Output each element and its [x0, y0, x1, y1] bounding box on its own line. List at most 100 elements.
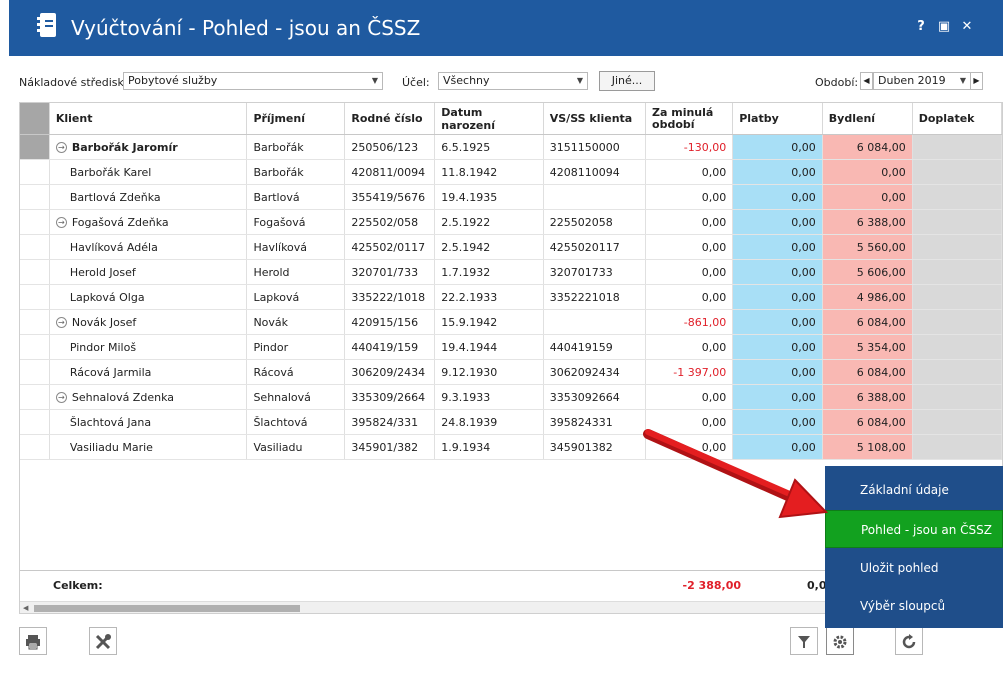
- horizontal-scrollbar[interactable]: ◀: [20, 601, 1002, 613]
- cell-klient[interactable]: Bartlová Zdeňka: [49, 184, 248, 210]
- table-row[interactable]: Bartlová Zdeňka Bartlová 355419/5676 19.4.1…: [20, 184, 1002, 210]
- cell-prijmeni[interactable]: Novák: [246, 309, 346, 335]
- cell-bydleni[interactable]: 6 388,00: [822, 209, 913, 235]
- cell-platby[interactable]: 0,00: [732, 359, 823, 385]
- menu-item-ulozit-pohled[interactable]: Uložit pohled: [860, 561, 939, 575]
- cell-doplatek[interactable]: [912, 384, 1002, 410]
- cell-bydleni[interactable]: 4 986,00: [822, 284, 913, 310]
- cell-klient[interactable]: Šlachtová Jana: [49, 409, 248, 435]
- period-next-button[interactable]: ▶: [970, 72, 983, 90]
- cell-rodne-cislo[interactable]: 420915/156: [344, 309, 436, 335]
- cell-datum-narozeni[interactable]: 22.2.1933: [434, 284, 544, 310]
- cell-datum-narozeni[interactable]: 15.9.1942: [434, 309, 544, 335]
- cell-rodne-cislo[interactable]: 425502/0117: [344, 234, 436, 260]
- refresh-button[interactable]: [895, 627, 923, 655]
- cell-rodne-cislo[interactable]: 335309/2664: [344, 384, 436, 410]
- cell-platby[interactable]: 0,00: [732, 134, 823, 160]
- cell-klient[interactable]: → Fogašová Zdeňka: [49, 209, 248, 235]
- cell-doplatek[interactable]: [912, 184, 1002, 210]
- cell-vs-ss[interactable]: 225502058: [543, 209, 647, 235]
- row-selector[interactable]: [20, 259, 50, 285]
- cell-doplatek[interactable]: [912, 284, 1002, 310]
- cell-platby[interactable]: 0,00: [732, 184, 823, 210]
- period-prev-button[interactable]: ◀: [860, 72, 873, 90]
- cell-prijmeni[interactable]: Rácová: [246, 359, 346, 385]
- row-selector[interactable]: [20, 359, 50, 385]
- cell-datum-narozeni[interactable]: 19.4.1935: [434, 184, 544, 210]
- cell-za-minula[interactable]: 0,00: [645, 384, 734, 410]
- cell-za-minula[interactable]: 0,00: [645, 334, 734, 360]
- cell-za-minula[interactable]: 0,00: [645, 284, 734, 310]
- cell-rodne-cislo[interactable]: 250506/123: [344, 134, 436, 160]
- cell-doplatek[interactable]: [912, 209, 1002, 235]
- circle-arrow-icon[interactable]: →: [55, 142, 67, 153]
- cell-za-minula[interactable]: 0,00: [645, 159, 734, 185]
- cell-klient[interactable]: → Novák Josef: [49, 309, 248, 335]
- cell-klient[interactable]: Barbořák Karel: [49, 159, 248, 185]
- cell-vs-ss[interactable]: [543, 309, 647, 335]
- cell-doplatek[interactable]: [912, 334, 1002, 360]
- cell-doplatek[interactable]: [912, 434, 1002, 460]
- cell-za-minula[interactable]: -130,00: [645, 134, 734, 160]
- cell-doplatek[interactable]: [912, 134, 1002, 160]
- table-row[interactable]: → Novák Josef Novák 420915/156 15.9.1942 -861…: [20, 309, 1002, 335]
- other-button[interactable]: Jiné...: [599, 71, 655, 91]
- row-selector[interactable]: [20, 209, 50, 235]
- table-row[interactable]: Vasiliadu Marie Vasiliadu 345901/382 1.9.19…: [20, 434, 1002, 460]
- cell-prijmeni[interactable]: Barbořák: [246, 134, 346, 160]
- cell-rodne-cislo[interactable]: 225502/058: [344, 209, 436, 235]
- row-selector[interactable]: [20, 434, 50, 460]
- cell-vs-ss[interactable]: [543, 184, 647, 210]
- table-row[interactable]: → Fogašová Zdeňka Fogašová 225502/058 2.5.19…: [20, 209, 1002, 235]
- table-row[interactable]: → Barbořák Jaromír Barbořák 250506/123 6.5.1…: [20, 134, 1002, 160]
- row-selector-header[interactable]: [20, 103, 50, 135]
- cell-vs-ss[interactable]: 395824331: [543, 409, 647, 435]
- cell-bydleni[interactable]: 6 084,00: [822, 359, 913, 385]
- table-row[interactable]: Rácová Jarmila Rácová 306209/2434 9.12.1930…: [20, 359, 1002, 385]
- column-header-doplatek[interactable]: Doplatek: [912, 103, 1002, 135]
- circle-arrow-icon[interactable]: →: [55, 217, 67, 228]
- column-header-za-minula[interactable]: Za minulá období: [645, 103, 734, 135]
- cell-platby[interactable]: 0,00: [732, 284, 823, 310]
- cell-datum-narozeni[interactable]: 2.5.1922: [434, 209, 544, 235]
- cell-za-minula[interactable]: 0,00: [645, 234, 734, 260]
- row-selector[interactable]: [20, 134, 50, 160]
- cell-doplatek[interactable]: [912, 259, 1002, 285]
- column-header-vs-ss[interactable]: VS/SS klienta: [543, 103, 647, 135]
- cell-za-minula[interactable]: 0,00: [645, 434, 734, 460]
- cell-za-minula[interactable]: 0,00: [645, 259, 734, 285]
- cell-prijmeni[interactable]: Herold: [246, 259, 346, 285]
- cell-prijmeni[interactable]: Vasiliadu: [246, 434, 346, 460]
- cell-vs-ss[interactable]: 4255020117: [543, 234, 647, 260]
- cell-datum-narozeni[interactable]: 6.5.1925: [434, 134, 544, 160]
- cell-rodne-cislo[interactable]: 345901/382: [344, 434, 436, 460]
- cell-klient[interactable]: Lapková Olga: [49, 284, 248, 310]
- cell-prijmeni[interactable]: Lapková: [246, 284, 346, 310]
- cell-platby[interactable]: 0,00: [732, 234, 823, 260]
- cell-rodne-cislo[interactable]: 395824/331: [344, 409, 436, 435]
- table-row[interactable]: Herold Josef Herold 320701/733 1.7.1932 3207…: [20, 259, 1002, 285]
- circle-arrow-icon[interactable]: →: [55, 392, 67, 403]
- cell-prijmeni[interactable]: Fogašová: [246, 209, 346, 235]
- settings-button[interactable]: [826, 627, 854, 655]
- cell-doplatek[interactable]: [912, 359, 1002, 385]
- cell-datum-narozeni[interactable]: 1.7.1932: [434, 259, 544, 285]
- cell-datum-narozeni[interactable]: 2.5.1942: [434, 234, 544, 260]
- table-row[interactable]: Pindor Miloš Pindor 440419/159 19.4.1944 440…: [20, 334, 1002, 360]
- cell-bydleni[interactable]: 5 560,00: [822, 234, 913, 260]
- cell-rodne-cislo[interactable]: 440419/159: [344, 334, 436, 360]
- cell-datum-narozeni[interactable]: 11.8.1942: [434, 159, 544, 185]
- scroll-left-icon[interactable]: ◀: [23, 604, 29, 612]
- cell-vs-ss[interactable]: 3062092434: [543, 359, 647, 385]
- cell-klient[interactable]: Pindor Miloš: [49, 334, 248, 360]
- row-selector[interactable]: [20, 184, 50, 210]
- cell-doplatek[interactable]: [912, 159, 1002, 185]
- row-selector[interactable]: [20, 234, 50, 260]
- cell-klient[interactable]: Rácová Jarmila: [49, 359, 248, 385]
- tools-button[interactable]: [89, 627, 117, 655]
- purpose-select[interactable]: Všechny ▼: [438, 72, 588, 90]
- cell-vs-ss[interactable]: 345901382: [543, 434, 647, 460]
- cell-klient[interactable]: Havlíková Adéla: [49, 234, 248, 260]
- cell-prijmeni[interactable]: Pindor: [246, 334, 346, 360]
- cell-klient[interactable]: → Sehnalová Zdenka: [49, 384, 248, 410]
